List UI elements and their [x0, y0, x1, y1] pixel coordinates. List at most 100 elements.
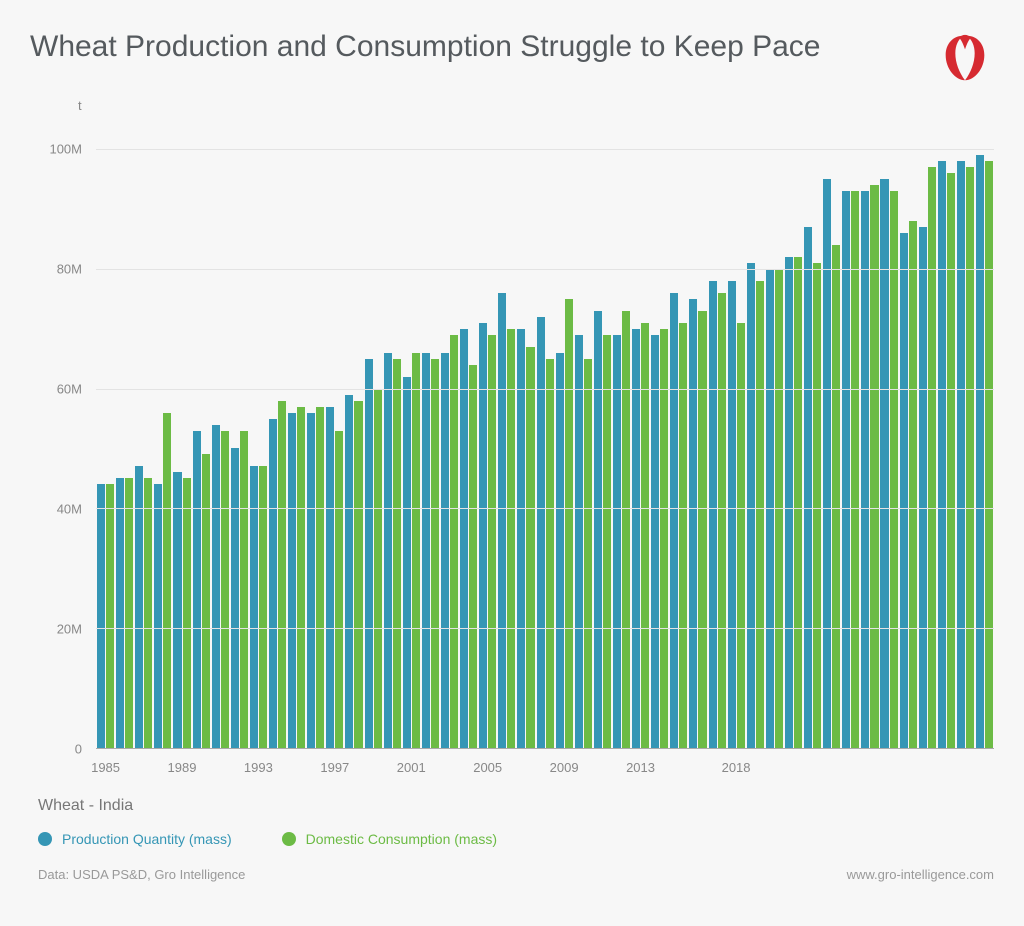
plot-area — [96, 119, 994, 749]
year-group — [230, 119, 249, 748]
bar-production — [193, 431, 201, 748]
legend-label-consumption: Domestic Consumption (mass) — [306, 831, 497, 847]
bar-consumption — [966, 167, 974, 748]
year-group — [822, 119, 841, 748]
bar-consumption — [584, 359, 592, 748]
bar-consumption — [985, 161, 993, 748]
legend-swatch-production — [38, 832, 52, 846]
bar-consumption — [603, 335, 611, 748]
bar-consumption — [928, 167, 936, 748]
bar-production — [326, 407, 334, 748]
bar-consumption — [125, 478, 133, 748]
bar-production — [556, 353, 564, 748]
chart-header: Wheat Production and Consumption Struggl… — [30, 30, 994, 88]
x-tick-label: 1997 — [320, 760, 349, 775]
x-tick-label: 1989 — [168, 760, 197, 775]
bar-production — [288, 413, 296, 748]
year-group — [440, 119, 459, 748]
bar-production — [498, 293, 506, 748]
bar-production — [613, 335, 621, 748]
bar-production — [460, 329, 468, 748]
gridline — [96, 389, 994, 390]
bar-production — [269, 419, 277, 748]
chart-title: Wheat Production and Consumption Struggl… — [30, 30, 821, 64]
year-group — [364, 119, 383, 748]
bar-production — [97, 484, 105, 748]
bar-production — [384, 353, 392, 748]
year-group — [497, 119, 516, 748]
bar-production — [632, 329, 640, 748]
bar-consumption — [526, 347, 534, 748]
year-group — [841, 119, 860, 748]
bar-consumption — [374, 389, 382, 748]
bar-production — [842, 191, 850, 748]
bar-consumption — [202, 454, 210, 748]
year-group — [879, 119, 898, 748]
bar-production — [823, 179, 831, 748]
y-tick-label: 20M — [57, 621, 82, 636]
y-tick-label: 0 — [75, 742, 82, 757]
bar-production — [880, 179, 888, 748]
bar-consumption — [756, 281, 764, 748]
bar-production — [575, 335, 583, 748]
year-group — [306, 119, 325, 748]
bar-consumption — [106, 484, 114, 748]
bar-production — [938, 161, 946, 748]
year-group — [899, 119, 918, 748]
data-source: Data: USDA PS&D, Gro Intelligence — [38, 867, 245, 882]
bar-consumption — [622, 311, 630, 748]
year-group — [918, 119, 937, 748]
bar-production — [804, 227, 812, 748]
bar-consumption — [163, 413, 171, 748]
bar-consumption — [507, 329, 515, 748]
bar-consumption — [488, 335, 496, 748]
x-tick-label: 2013 — [626, 760, 655, 775]
x-tick-label: 2018 — [722, 760, 751, 775]
bar-production — [307, 413, 315, 748]
year-group — [421, 119, 440, 748]
bar-consumption — [240, 431, 248, 748]
year-group — [612, 119, 631, 748]
year-group — [765, 119, 784, 748]
bar-consumption — [144, 478, 152, 748]
bar-consumption — [297, 407, 305, 748]
year-group — [172, 119, 191, 748]
chart-footer: Data: USDA PS&D, Gro Intelligence www.gr… — [38, 867, 994, 882]
bar-consumption — [813, 263, 821, 748]
bar-consumption — [546, 359, 554, 748]
year-group — [956, 119, 975, 748]
legend-item-production: Production Quantity (mass) — [38, 831, 232, 847]
year-group — [325, 119, 344, 748]
legend: Production Quantity (mass) Domestic Cons… — [38, 831, 994, 847]
bar-production — [422, 353, 430, 748]
year-group — [516, 119, 535, 748]
year-group — [402, 119, 421, 748]
bar-consumption — [469, 365, 477, 748]
bar-production — [728, 281, 736, 748]
bar-consumption — [718, 293, 726, 748]
bar-production — [403, 377, 411, 748]
x-axis: 198519891993199720012005200920132018 — [96, 749, 994, 779]
x-tick-label: 2001 — [397, 760, 426, 775]
year-group — [688, 119, 707, 748]
bar-production — [517, 329, 525, 748]
y-axis-unit: t — [78, 98, 994, 113]
y-tick-label: 100M — [49, 142, 82, 157]
x-tick-label: 1993 — [244, 760, 273, 775]
x-tick-label: 2009 — [550, 760, 579, 775]
bar-production — [231, 448, 239, 748]
bar-consumption — [660, 329, 668, 748]
legend-label-production: Production Quantity (mass) — [62, 831, 232, 847]
bar-production — [976, 155, 984, 748]
gridline — [96, 149, 994, 150]
bar-consumption — [947, 173, 955, 748]
bar-consumption — [890, 191, 898, 748]
year-group — [937, 119, 956, 748]
gridline — [96, 508, 994, 509]
bar-consumption — [698, 311, 706, 748]
year-group — [708, 119, 727, 748]
year-group — [211, 119, 230, 748]
bar-consumption — [221, 431, 229, 748]
year-group — [96, 119, 115, 748]
x-tick-label: 1985 — [91, 760, 120, 775]
